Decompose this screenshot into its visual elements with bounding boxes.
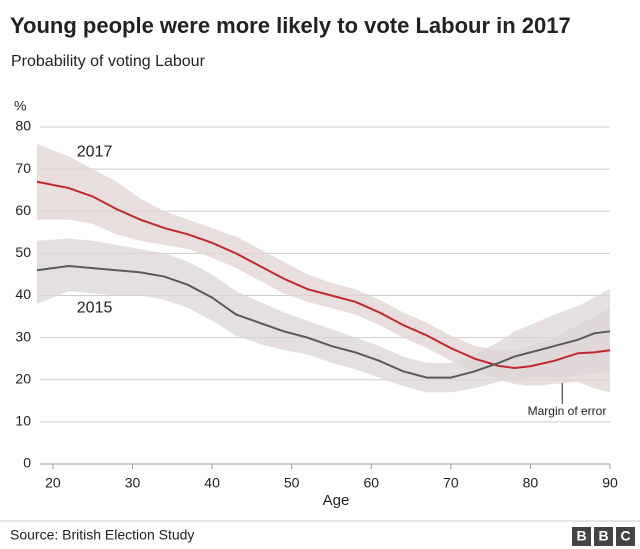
y-tick-label: 70 bbox=[15, 160, 31, 176]
logo-block bbox=[572, 527, 591, 546]
logo-letter: C bbox=[620, 528, 630, 544]
y-tick-label: 10 bbox=[15, 413, 31, 429]
y-tick-label: 0 bbox=[23, 455, 31, 471]
chart-subtitle: Probability of voting Labour bbox=[11, 53, 206, 70]
y-tick-label: 40 bbox=[15, 286, 31, 302]
x-tick-label: 90 bbox=[602, 475, 618, 491]
annotation: Margin of error bbox=[528, 404, 607, 418]
y-tick-label: 60 bbox=[15, 202, 31, 218]
line bbox=[36, 265, 611, 379]
x-tick-label: 30 bbox=[125, 475, 141, 491]
y-tick-label: 20 bbox=[15, 370, 31, 386]
logo-letter: B bbox=[576, 528, 586, 544]
x-tick-label: 40 bbox=[204, 475, 220, 491]
x-tick-label: 70 bbox=[443, 475, 459, 491]
x-axis-label: Age bbox=[323, 492, 350, 509]
x-tick-label: 60 bbox=[363, 475, 379, 491]
series-label: 2015 bbox=[77, 299, 113, 316]
series-label: 2017 bbox=[77, 143, 113, 160]
error-band bbox=[37, 238, 610, 393]
chart-title: Young people were more likely to vote La… bbox=[10, 13, 571, 38]
x-tick-label: 80 bbox=[523, 475, 539, 491]
y-tick-label: 30 bbox=[15, 328, 31, 344]
x-tick-label: 20 bbox=[45, 475, 61, 491]
plot-area: 0 10 20 30 40 50 60 70 80 20 30 40 50 60 70 80 90 2017 201… bbox=[15, 118, 618, 491]
logo-block bbox=[594, 527, 613, 546]
logo-block bbox=[616, 527, 635, 546]
x-tick-label: 50 bbox=[284, 475, 300, 491]
logo-letter: B bbox=[598, 528, 608, 544]
y-tick-label: 50 bbox=[15, 244, 31, 260]
y-axis-label: % bbox=[14, 98, 26, 114]
source: Source: British Election Study bbox=[10, 527, 194, 543]
line bbox=[36, 180, 611, 369]
y-tick-label: 80 bbox=[15, 118, 31, 134]
